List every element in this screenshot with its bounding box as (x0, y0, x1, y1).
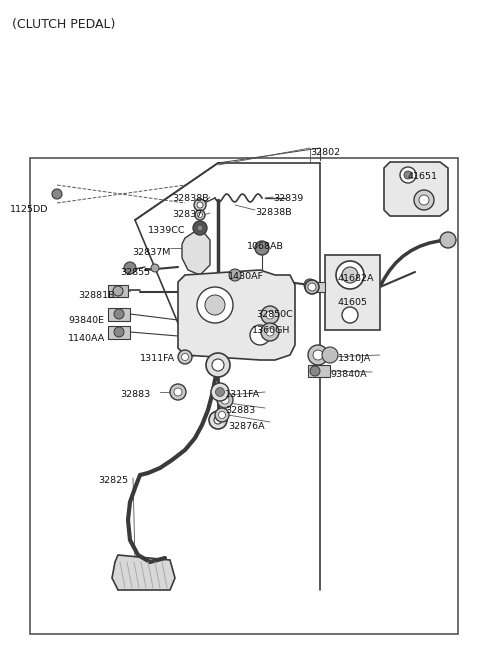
Text: 93840E: 93840E (68, 316, 104, 325)
Ellipse shape (308, 345, 328, 365)
Ellipse shape (195, 210, 205, 220)
Text: (CLUTCH PEDAL): (CLUTCH PEDAL) (12, 18, 115, 31)
Text: 1311FA: 1311FA (225, 390, 260, 399)
Polygon shape (178, 270, 295, 360)
Ellipse shape (170, 384, 186, 400)
Text: 32837: 32837 (172, 210, 202, 219)
Text: 1339CC: 1339CC (148, 226, 185, 235)
Ellipse shape (174, 388, 182, 396)
Text: 32855: 32855 (120, 268, 150, 277)
Ellipse shape (261, 323, 279, 341)
Polygon shape (182, 228, 210, 275)
Ellipse shape (181, 354, 189, 360)
Ellipse shape (322, 347, 338, 363)
Ellipse shape (212, 359, 224, 371)
Ellipse shape (414, 190, 434, 210)
Ellipse shape (209, 411, 227, 429)
Bar (308, 365, 330, 377)
Text: 41682A: 41682A (338, 274, 374, 283)
Ellipse shape (194, 199, 206, 211)
Text: 41605: 41605 (338, 298, 368, 307)
Ellipse shape (218, 411, 226, 419)
Ellipse shape (178, 350, 192, 364)
Ellipse shape (221, 396, 229, 404)
Ellipse shape (114, 327, 124, 337)
Polygon shape (384, 162, 448, 216)
Bar (108, 308, 130, 321)
Text: 1140AA: 1140AA (68, 334, 105, 343)
Ellipse shape (197, 287, 233, 323)
Ellipse shape (400, 167, 416, 183)
Ellipse shape (197, 212, 203, 217)
Text: 32839: 32839 (273, 194, 303, 203)
Ellipse shape (113, 286, 123, 296)
Text: 1125DD: 1125DD (10, 205, 48, 214)
Ellipse shape (124, 262, 136, 274)
Ellipse shape (216, 388, 225, 396)
Ellipse shape (215, 408, 229, 422)
Text: 32802: 32802 (310, 148, 340, 157)
Text: 1068AB: 1068AB (247, 242, 284, 251)
Bar (108, 285, 128, 297)
Ellipse shape (342, 267, 358, 283)
Ellipse shape (266, 328, 274, 336)
Ellipse shape (310, 366, 320, 376)
Text: 93840A: 93840A (330, 370, 367, 379)
Ellipse shape (197, 202, 203, 208)
Ellipse shape (193, 221, 207, 235)
Ellipse shape (217, 392, 233, 408)
Ellipse shape (214, 416, 222, 424)
Ellipse shape (151, 264, 159, 272)
Text: 1430AF: 1430AF (228, 272, 264, 281)
Ellipse shape (440, 232, 456, 248)
Text: 32825: 32825 (98, 476, 128, 485)
Text: 1310JA: 1310JA (338, 354, 371, 363)
Ellipse shape (404, 171, 412, 179)
Polygon shape (112, 555, 175, 590)
Bar (325, 255, 380, 330)
Text: 41651: 41651 (408, 172, 438, 181)
Ellipse shape (52, 189, 62, 199)
Ellipse shape (342, 307, 358, 323)
Ellipse shape (313, 350, 323, 360)
Ellipse shape (336, 261, 364, 289)
Text: 32838B: 32838B (172, 194, 209, 203)
Ellipse shape (419, 195, 429, 205)
Ellipse shape (197, 225, 203, 231)
Ellipse shape (229, 269, 241, 281)
Ellipse shape (266, 311, 274, 319)
Text: 32850C: 32850C (256, 310, 293, 319)
Text: 32883: 32883 (120, 390, 150, 399)
Text: 1360GH: 1360GH (252, 326, 290, 335)
Text: 32876A: 32876A (228, 422, 264, 431)
Ellipse shape (250, 325, 270, 345)
Text: 32881B: 32881B (78, 291, 115, 300)
Ellipse shape (255, 241, 269, 255)
Bar (108, 326, 130, 339)
Text: 32837M: 32837M (132, 248, 170, 257)
Bar (310, 282, 325, 292)
Text: 32838B: 32838B (255, 208, 292, 217)
Ellipse shape (205, 295, 225, 315)
Ellipse shape (114, 309, 124, 319)
Ellipse shape (261, 306, 279, 324)
Text: 32883: 32883 (225, 406, 255, 415)
Text: 1311FA: 1311FA (140, 354, 175, 363)
Ellipse shape (308, 283, 316, 291)
Ellipse shape (211, 383, 229, 401)
Ellipse shape (206, 353, 230, 377)
Bar (30, 158, 458, 634)
Ellipse shape (304, 279, 316, 291)
Ellipse shape (305, 280, 319, 294)
